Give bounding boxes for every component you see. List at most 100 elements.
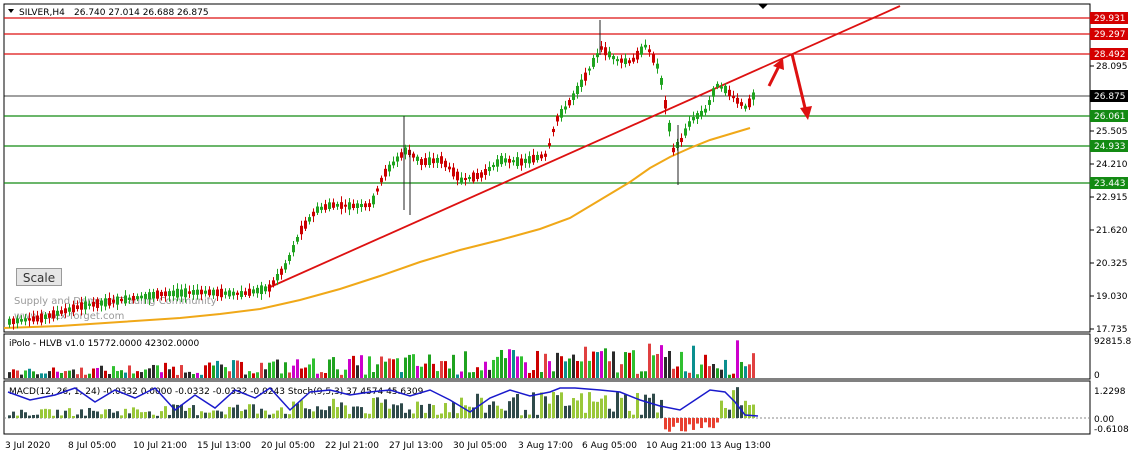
candle-body bbox=[196, 289, 199, 295]
level-label-box bbox=[1090, 177, 1128, 189]
candle-body bbox=[112, 299, 115, 303]
candle-body bbox=[320, 206, 323, 210]
macd-bar bbox=[116, 411, 119, 418]
macd-bar bbox=[596, 401, 599, 418]
macd-bar bbox=[560, 392, 563, 418]
macd-bar bbox=[8, 415, 11, 418]
macd-bar bbox=[604, 395, 607, 418]
volume-bar bbox=[312, 358, 315, 378]
volume-bar bbox=[416, 365, 419, 378]
volume-bar bbox=[128, 365, 131, 378]
time-label: 6 Aug 05:00 bbox=[582, 441, 637, 451]
macd-bar bbox=[48, 409, 51, 418]
candle-body bbox=[236, 292, 239, 295]
macd-bar bbox=[548, 403, 551, 418]
candle-body bbox=[188, 291, 191, 294]
volume-bar bbox=[468, 372, 471, 378]
macd-bar bbox=[292, 401, 295, 418]
candle-body bbox=[360, 203, 363, 208]
time-label: 27 Jul 13:00 bbox=[389, 441, 443, 451]
candle-body bbox=[356, 203, 359, 208]
macd-bar bbox=[100, 414, 103, 418]
volume-bar bbox=[368, 356, 371, 378]
macd-bar bbox=[368, 413, 371, 418]
macd-bar bbox=[632, 414, 635, 418]
forecast-arrows[interactable] bbox=[767, 53, 812, 120]
volume-bar bbox=[372, 372, 375, 378]
macd-bar bbox=[188, 407, 191, 418]
volume-bar bbox=[228, 371, 231, 378]
volume-bar bbox=[620, 364, 623, 378]
volume-bar bbox=[656, 353, 659, 378]
time-label: 20 Jul 05:00 bbox=[261, 441, 315, 451]
macd-bar bbox=[276, 410, 279, 418]
macd-bar bbox=[312, 411, 315, 418]
volume-bar bbox=[212, 365, 215, 378]
volume-bar bbox=[28, 368, 31, 378]
macd-tick: 0.00 bbox=[1094, 415, 1114, 425]
candle-body bbox=[164, 291, 167, 297]
macd-bar bbox=[396, 405, 399, 418]
macd-bar bbox=[24, 412, 27, 418]
price-tick: 25.505 bbox=[1096, 127, 1128, 137]
candle-body bbox=[76, 305, 79, 310]
candle-body bbox=[176, 288, 179, 298]
shift-marker-icon[interactable] bbox=[758, 4, 768, 9]
macd-bar bbox=[408, 409, 411, 418]
macd-bar bbox=[552, 391, 555, 418]
candle-body bbox=[68, 307, 71, 312]
candle-body bbox=[136, 296, 139, 300]
candle-body bbox=[404, 147, 407, 155]
macd-bar bbox=[668, 418, 671, 432]
macd-bar bbox=[160, 411, 163, 418]
price-tick: 24.210 bbox=[1096, 160, 1128, 170]
volume-bar bbox=[336, 369, 339, 378]
candle-body bbox=[440, 156, 443, 164]
volume-bar bbox=[728, 374, 731, 378]
candle-body bbox=[640, 46, 643, 55]
chart-menu-arrow-icon[interactable] bbox=[8, 9, 14, 13]
volume-bar bbox=[704, 354, 707, 378]
macd-bar bbox=[72, 415, 75, 418]
candle-body bbox=[704, 108, 707, 113]
macd-bar bbox=[700, 418, 703, 429]
scale-button[interactable]: Scale bbox=[16, 268, 62, 286]
macd-bar bbox=[600, 398, 603, 418]
candle-body bbox=[688, 121, 691, 127]
volume-bar bbox=[172, 366, 175, 378]
macd-bar bbox=[492, 401, 495, 418]
volume-bar bbox=[204, 365, 207, 378]
volume-bars bbox=[8, 340, 755, 378]
volume-bar bbox=[596, 352, 599, 378]
volume-bar bbox=[528, 372, 531, 378]
candle-body bbox=[172, 290, 175, 297]
candle-body bbox=[48, 313, 51, 318]
volume-bar bbox=[256, 372, 259, 378]
candle-body bbox=[168, 291, 171, 297]
trendline[interactable] bbox=[267, 5, 901, 289]
volume-bar bbox=[404, 357, 407, 378]
volume-bar bbox=[316, 373, 319, 378]
macd-bar bbox=[172, 404, 175, 418]
candle-body bbox=[212, 289, 215, 296]
price-tick: 17.735 bbox=[1096, 325, 1128, 335]
volume-bar bbox=[464, 351, 467, 378]
candle-body bbox=[532, 154, 535, 163]
down-arrow-shaft bbox=[790, 53, 808, 113]
volume-bar bbox=[48, 371, 51, 378]
candle-body bbox=[752, 92, 755, 100]
candle-body bbox=[396, 156, 399, 162]
volume-bar bbox=[600, 351, 603, 378]
macd-bar bbox=[584, 412, 587, 418]
macd-bar bbox=[680, 418, 683, 432]
macd-bar bbox=[164, 406, 167, 418]
macd-bar bbox=[272, 413, 275, 418]
volume-bar bbox=[480, 370, 483, 378]
horizontal-levels[interactable] bbox=[4, 17, 1090, 184]
volume-bar bbox=[476, 367, 479, 378]
volume-bar bbox=[252, 373, 255, 378]
price-tick: 28.095 bbox=[1096, 62, 1128, 72]
candle-body bbox=[260, 285, 263, 295]
